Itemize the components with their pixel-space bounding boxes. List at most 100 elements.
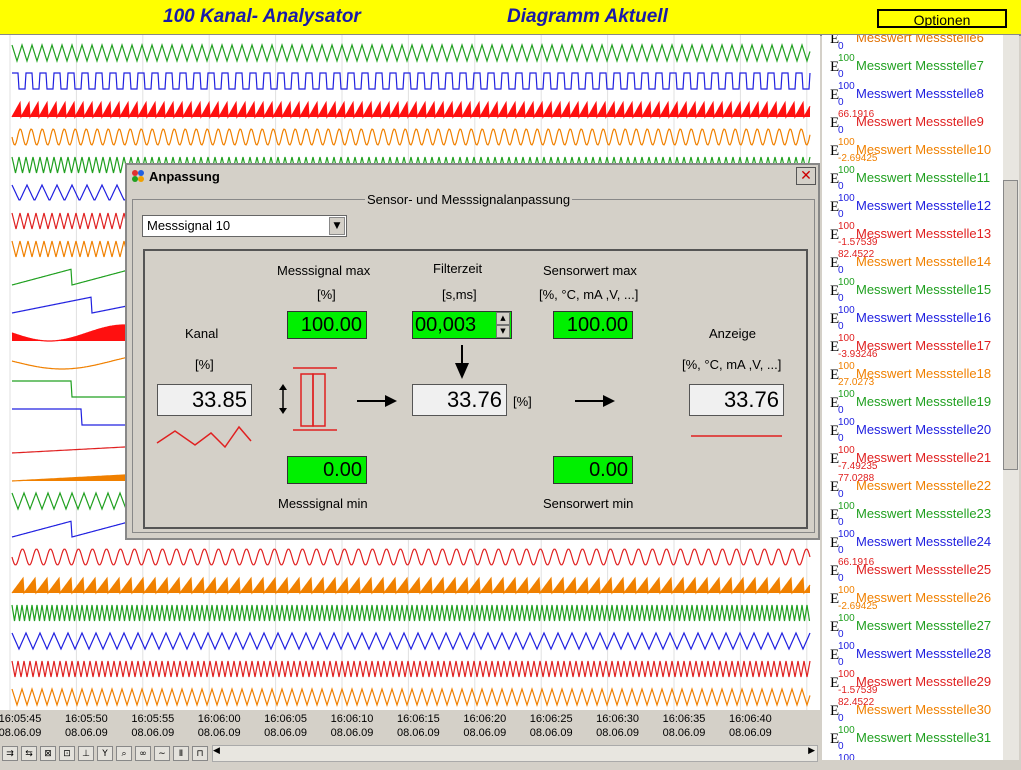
- legend-e-label: E: [830, 619, 840, 635]
- legend-max-value: 100: [838, 221, 855, 232]
- legend-item[interactable]: E 100 0 Messwert Messstelle7: [826, 53, 1012, 81]
- dialog-title: Anpassung: [149, 169, 220, 184]
- legend-item[interactable]: E 0 Messwert Messstelle6: [826, 35, 1012, 53]
- legend-e-label: E: [830, 283, 840, 299]
- legend-max-value: 100: [838, 613, 855, 624]
- legend-item[interactable]: E 100 -2.69425 Messwert Messstelle10: [826, 137, 1012, 165]
- legend-item[interactable]: E 100 0 Messwert Messstelle28: [826, 641, 1012, 669]
- legend-min-value: 0: [838, 545, 844, 556]
- spin-up-icon[interactable]: ▲: [496, 312, 510, 325]
- sensor-max-label: Sensorwert max: [543, 263, 637, 278]
- legend-item[interactable]: E 100 0 Messwert Messstelle11: [826, 165, 1012, 193]
- legend-min-value: -2.69425: [838, 601, 878, 612]
- legend-item[interactable]: E 100 0 Messwert Messstelle23: [826, 501, 1012, 529]
- legend-item[interactable]: E 100 0 Messwert Messstelle24: [826, 529, 1012, 557]
- legend-item[interactable]: E 100 0 Messwert Messstelle12: [826, 193, 1012, 221]
- zoom-area-icon[interactable]: ⊠: [40, 746, 56, 761]
- legend-item[interactable]: E 77.0288 0 Messwert Messstelle22: [826, 473, 1012, 501]
- time-tick: 16:06:20 08.06.09: [455, 712, 515, 740]
- legend-item[interactable]: E 100 0 Messwert Messstelle19: [826, 389, 1012, 417]
- legend-channel-name: Messwert Messstelle26: [856, 590, 992, 605]
- tick-date: 08.06.09: [396, 727, 440, 739]
- filter-time-spinner[interactable]: 00,003: [412, 311, 512, 339]
- legend-max-value: 100: [838, 81, 855, 92]
- legend-channel-name: Messwert Messstelle23: [856, 506, 992, 521]
- app-icon: [132, 170, 144, 182]
- scroll-right-arrow-icon[interactable]: ▶: [808, 746, 815, 756]
- signal-trace: [11, 548, 811, 566]
- sensor-max-field[interactable]: 100.00: [553, 311, 633, 339]
- magnifier-icon[interactable]: ⌕: [116, 746, 132, 761]
- kanal-unit: [%]: [195, 357, 214, 372]
- cursor-icon[interactable]: ∞: [135, 746, 151, 761]
- zoom-x-icon[interactable]: ⊡: [59, 746, 75, 761]
- chart-hscrollbar[interactable]: ◀ ▶: [212, 745, 818, 762]
- tick-time: 16:06:15: [396, 713, 440, 725]
- legend-item[interactable]: E 100 0 Messwert Messstelle15: [826, 277, 1012, 305]
- legend-item[interactable]: E 66.1916 0 Messwert Messstelle9: [826, 109, 1012, 137]
- options-button[interactable]: Optionen: [877, 9, 1007, 28]
- legend-min-value: 0: [838, 69, 844, 80]
- legend-item[interactable]: E 100 -1.57539 Messwert Messstelle29: [826, 669, 1012, 697]
- legend-item[interactable]: E 100 27.0273 Messwert Messstelle18: [826, 361, 1012, 389]
- legend-channel-name: Messwert Messstelle6: [856, 35, 984, 45]
- legend-item[interactable]: E 100 0 Messwert Messstelle31: [826, 725, 1012, 753]
- dialog-titlebar[interactable]: Anpassung ✕: [127, 165, 818, 187]
- signal-trace: [11, 576, 811, 595]
- legend-channel-name: Messwert Messstelle12: [856, 198, 992, 213]
- vcursor-icon[interactable]: ⊓: [192, 746, 208, 761]
- legend-item[interactable]: E 100 -2.69425 Messwert Messstelle26: [826, 585, 1012, 613]
- legend-scrollbar-thumb[interactable]: [1003, 180, 1018, 470]
- legend-item[interactable]: E 100 0 Messwert Messstelle16: [826, 305, 1012, 333]
- scroll-left-icon[interactable]: ⇉: [2, 746, 18, 761]
- spin-down-icon[interactable]: ▼: [496, 325, 510, 338]
- expand-icon[interactable]: ⇆: [21, 746, 37, 761]
- zoom-y-icon[interactable]: ⊥: [78, 746, 94, 761]
- legend-item[interactable]: E 100 -1.57539 Messwert Messstelle13: [826, 221, 1012, 249]
- tick-time: 16:05:55: [131, 713, 175, 725]
- legend-item[interactable]: E 100 0 Messwert Messstelle20: [826, 417, 1012, 445]
- ms-min-field[interactable]: 0.00: [287, 456, 367, 484]
- tick-time: 16:06:05: [264, 713, 307, 725]
- legend-item[interactable]: E 100 0 Messwert Messstelle8: [826, 81, 1012, 109]
- legend-channel-name: Messwert Messstelle9: [856, 114, 984, 129]
- close-button[interactable]: ✕: [796, 167, 816, 185]
- legend-item[interactable]: E 66.1916 0 Messwert Messstelle25: [826, 557, 1012, 585]
- legend-max-value: 100: [838, 529, 855, 540]
- filter-unit: [s,ms]: [442, 287, 477, 302]
- legend-min-value: 0: [838, 657, 844, 668]
- channel-select[interactable]: Messsignal 10 ▼: [142, 215, 347, 237]
- legend-e-label: E: [830, 591, 840, 607]
- filter-time-value: 00,003: [415, 314, 477, 336]
- ms-max-field[interactable]: 100.00: [287, 311, 367, 339]
- legend-item[interactable]: E 100 -3.93246 Messwert Messstelle17: [826, 333, 1012, 361]
- legend-e-label: E: [830, 143, 840, 159]
- legend-item[interactable]: E 82.4522 0 Messwert Messstelle14: [826, 249, 1012, 277]
- y-scale-icon[interactable]: Y: [97, 746, 113, 761]
- measure-icon[interactable]: ∼: [154, 746, 170, 761]
- legend-max-value: 100: [838, 585, 855, 596]
- legend-channel-name: Messwert Messstelle13: [856, 226, 992, 241]
- legend-e-label: E: [830, 675, 840, 691]
- anzeige-unit: [%, °C, mA ,V, ...]: [682, 357, 782, 372]
- hcursor-icon[interactable]: Ⅱ: [173, 746, 189, 761]
- legend-e-label: E: [830, 731, 840, 747]
- legend-min-value: 0: [838, 573, 844, 584]
- legend-max-value: 66.1916: [838, 557, 875, 568]
- channel-select-value: Messsignal 10: [147, 218, 231, 233]
- sensor-min-field[interactable]: 0.00: [553, 456, 633, 484]
- scroll-left-arrow-icon[interactable]: ◀: [213, 746, 220, 756]
- app-header: 100 Kanal- Analysator Diagramm Aktuell O…: [0, 0, 1021, 36]
- tick-date: 08.06.09: [197, 727, 241, 739]
- signal-trace: [11, 100, 811, 120]
- close-icon: ✕: [800, 168, 812, 184]
- legend-item[interactable]: E 100 0 Messwert Messstelle27: [826, 613, 1012, 641]
- chevron-down-icon[interactable]: ▼: [329, 217, 345, 235]
- ms-max-unit: [%]: [317, 287, 336, 302]
- time-axis: 16:05:45 08.06.09 16:05:50 08.06.09 16:05:55…: [0, 712, 820, 744]
- signal-trace: [12, 72, 811, 90]
- legend-item[interactable]: E 100 -7.49235 Messwert Messstelle21: [826, 445, 1012, 473]
- legend-channel-name: Messwert Messstelle32: [856, 758, 991, 760]
- legend-item[interactable]: E 82.4522 0 Messwert Messstelle30: [826, 697, 1012, 725]
